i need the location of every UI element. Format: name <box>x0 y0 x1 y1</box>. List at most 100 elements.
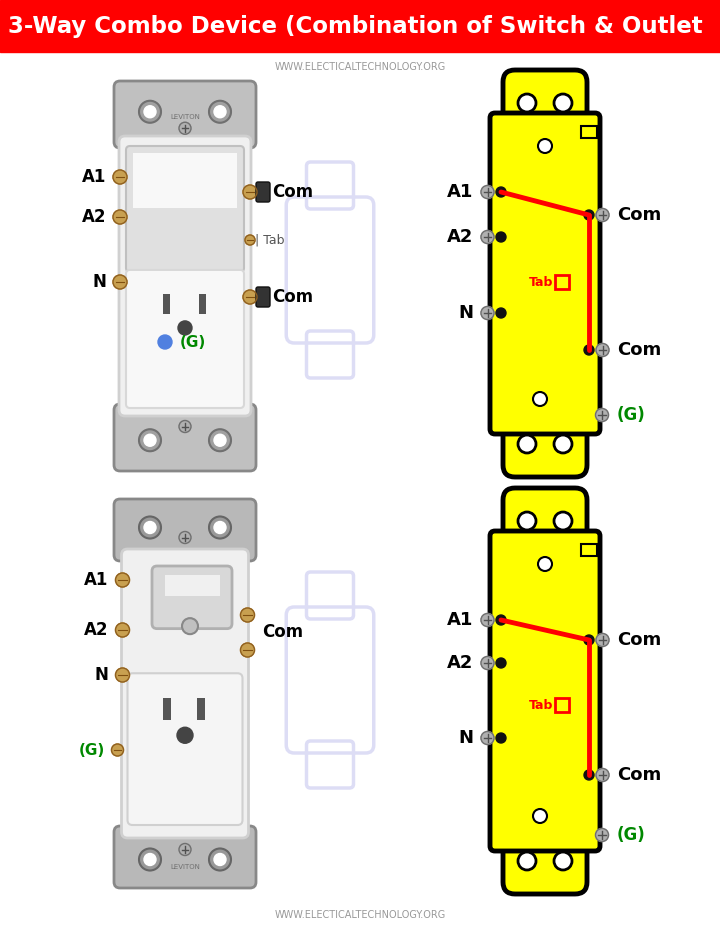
Text: N: N <box>458 729 473 747</box>
Text: WWW.ELECTICALTECHNOLOGY.ORG: WWW.ELECTICALTECHNOLOGY.ORG <box>274 62 446 72</box>
Text: A1: A1 <box>446 611 473 629</box>
Circle shape <box>496 308 506 318</box>
Circle shape <box>178 321 192 335</box>
Circle shape <box>518 435 536 453</box>
Circle shape <box>113 275 127 289</box>
Text: N: N <box>458 304 473 322</box>
Circle shape <box>538 139 552 153</box>
Text: A2: A2 <box>446 654 473 672</box>
Circle shape <box>533 809 547 823</box>
Circle shape <box>554 512 572 530</box>
Bar <box>163 698 171 720</box>
Circle shape <box>245 235 255 245</box>
Circle shape <box>496 733 506 743</box>
Text: Com: Com <box>617 341 661 359</box>
Circle shape <box>139 430 161 451</box>
Circle shape <box>496 658 506 668</box>
Bar <box>555 275 569 289</box>
Circle shape <box>518 94 536 112</box>
Circle shape <box>554 435 572 453</box>
Text: LEVITON: LEVITON <box>170 863 200 870</box>
Bar <box>0 0 720 52</box>
Circle shape <box>144 854 156 866</box>
Circle shape <box>139 100 161 123</box>
Circle shape <box>496 615 506 625</box>
Text: Com: Com <box>617 766 661 784</box>
Bar <box>133 153 237 208</box>
Circle shape <box>144 434 156 446</box>
Circle shape <box>496 187 506 197</box>
Circle shape <box>596 343 609 356</box>
FancyBboxPatch shape <box>119 136 251 416</box>
Circle shape <box>112 744 124 756</box>
Circle shape <box>214 522 226 534</box>
Circle shape <box>518 512 536 530</box>
Circle shape <box>179 122 191 134</box>
Text: (G): (G) <box>617 406 646 424</box>
Circle shape <box>481 614 494 627</box>
FancyBboxPatch shape <box>490 531 600 851</box>
Circle shape <box>144 106 156 118</box>
FancyBboxPatch shape <box>127 673 243 825</box>
Circle shape <box>139 848 161 870</box>
FancyBboxPatch shape <box>503 411 587 477</box>
Circle shape <box>115 623 130 637</box>
Circle shape <box>209 100 231 123</box>
Text: Com: Com <box>272 183 313 201</box>
FancyBboxPatch shape <box>152 566 232 629</box>
Text: Tab: Tab <box>528 275 553 288</box>
Text: A2: A2 <box>84 621 109 639</box>
Circle shape <box>554 852 572 870</box>
Circle shape <box>481 307 494 320</box>
Circle shape <box>584 635 594 645</box>
FancyBboxPatch shape <box>256 182 270 202</box>
Text: Tab: Tab <box>528 698 553 711</box>
Circle shape <box>209 516 231 538</box>
Text: (G): (G) <box>617 826 646 844</box>
Circle shape <box>584 210 594 220</box>
FancyBboxPatch shape <box>503 70 587 136</box>
Circle shape <box>481 657 494 670</box>
Text: N: N <box>94 666 109 684</box>
Text: WWW.ELECTICALTECHNOLOGY.ORG: WWW.ELECTICALTECHNOLOGY.ORG <box>274 910 446 920</box>
Circle shape <box>209 848 231 870</box>
Text: Com: Com <box>617 206 661 224</box>
Circle shape <box>584 770 594 780</box>
Circle shape <box>113 210 127 224</box>
Circle shape <box>596 768 609 781</box>
Text: 3-Way Combo Device (Combination of Switch & Outlet: 3-Way Combo Device (Combination of Switc… <box>8 15 703 37</box>
Text: A1: A1 <box>446 183 473 201</box>
FancyBboxPatch shape <box>114 499 256 561</box>
Bar <box>555 698 569 712</box>
FancyBboxPatch shape <box>503 488 587 554</box>
Text: Com: Com <box>272 288 313 306</box>
Circle shape <box>158 335 172 349</box>
Text: | Tab: | Tab <box>255 233 284 246</box>
FancyBboxPatch shape <box>256 287 270 307</box>
Circle shape <box>214 854 226 866</box>
Circle shape <box>243 290 257 304</box>
Text: A1: A1 <box>84 571 109 589</box>
Text: N: N <box>92 273 106 291</box>
FancyBboxPatch shape <box>114 404 256 471</box>
Circle shape <box>481 231 494 244</box>
Circle shape <box>518 852 536 870</box>
Text: (G): (G) <box>180 335 206 350</box>
Bar <box>197 698 205 720</box>
Circle shape <box>533 392 547 406</box>
FancyBboxPatch shape <box>503 828 587 894</box>
Text: (G): (G) <box>79 742 106 758</box>
Circle shape <box>115 668 130 682</box>
Circle shape <box>214 106 226 118</box>
Circle shape <box>179 844 191 856</box>
Bar <box>581 126 597 138</box>
Circle shape <box>584 345 594 355</box>
Circle shape <box>177 727 193 743</box>
Circle shape <box>595 408 608 421</box>
FancyBboxPatch shape <box>126 270 244 408</box>
Circle shape <box>595 829 608 842</box>
Text: Com: Com <box>263 623 304 641</box>
FancyBboxPatch shape <box>490 113 600 434</box>
Bar <box>163 294 170 314</box>
Text: Com: Com <box>617 631 661 649</box>
